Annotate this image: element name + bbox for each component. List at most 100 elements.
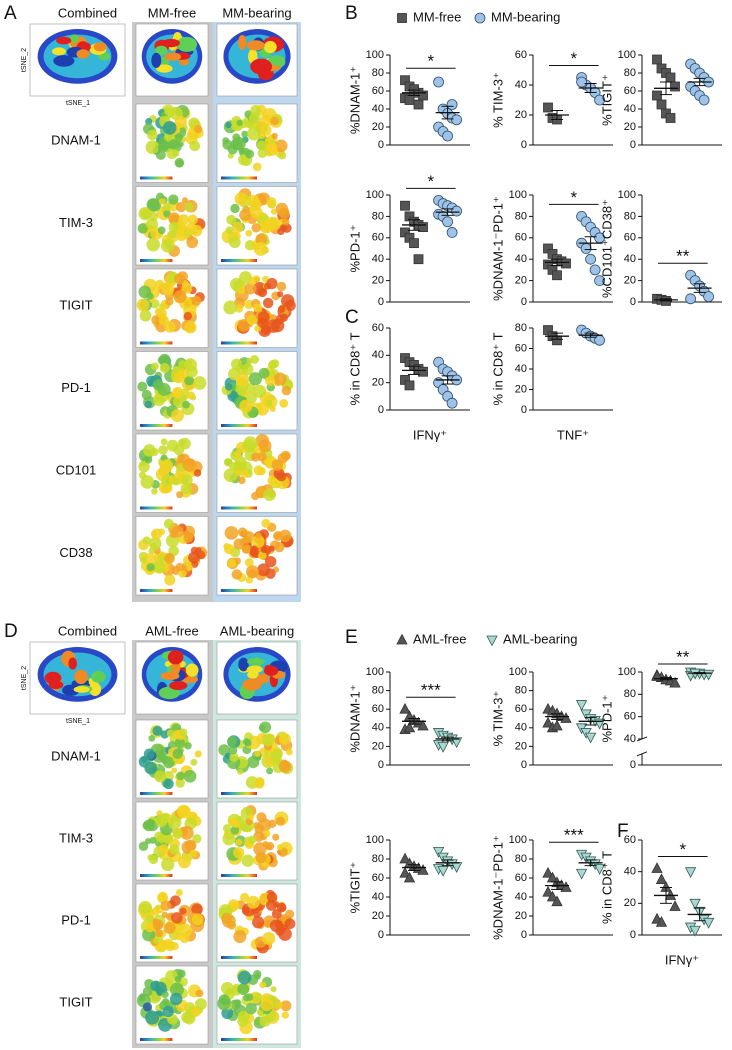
map-dot — [175, 889, 183, 896]
map-dot — [177, 855, 191, 869]
map-dot — [261, 733, 275, 747]
density-spot — [164, 52, 182, 61]
map-dot — [250, 206, 263, 219]
map-dot — [254, 778, 265, 789]
map-dot — [140, 556, 147, 564]
column-header: AML-free — [145, 623, 198, 638]
dot-plot: 0 20 40 60 80 % in CD8⁺ T TNF⁺ — [490, 322, 613, 442]
map-dot — [275, 202, 289, 216]
map-dot — [257, 451, 267, 462]
data-point — [669, 900, 681, 911]
map-dot — [241, 130, 249, 138]
data-point — [551, 719, 563, 731]
color-scale — [221, 874, 257, 877]
data-point — [561, 258, 571, 269]
panel-letter: C — [345, 307, 359, 328]
map-dot — [274, 532, 281, 540]
significance-label: * — [427, 52, 434, 71]
y-tick-label: 20 — [515, 740, 527, 752]
data-point — [404, 380, 415, 391]
y-tick-label: 20 — [515, 383, 527, 395]
map-dot — [160, 438, 168, 446]
column-header: Combined — [58, 5, 117, 20]
map-dot — [237, 970, 252, 985]
data-point — [702, 917, 715, 929]
y-tick-label: 100 — [366, 834, 384, 846]
map-dot — [275, 816, 285, 826]
density-spot — [44, 671, 62, 685]
map-dot — [154, 770, 166, 783]
y-tick-label: 100 — [618, 189, 636, 201]
map-dot — [156, 308, 167, 319]
data-point — [665, 113, 676, 123]
data-point — [546, 890, 559, 902]
map-dot — [161, 812, 170, 821]
y-tick-label: 20 — [624, 121, 636, 133]
map-dot — [186, 391, 195, 400]
marker-label: DNAM-1 — [51, 133, 101, 148]
panel-letter: E — [345, 627, 358, 648]
map-dot — [257, 148, 268, 158]
map-dot — [169, 982, 184, 997]
y-tick-label: 20 — [372, 740, 384, 752]
map-dot — [183, 358, 198, 372]
map-dot — [163, 778, 174, 790]
map-dot — [234, 192, 248, 206]
map-dot — [268, 360, 278, 370]
y-axis-label: %DNAM-1⁻PD-1⁺ — [490, 835, 505, 940]
color-scale — [140, 259, 173, 262]
significance-label: ** — [676, 247, 690, 266]
density-spot — [151, 52, 162, 68]
map-dot — [245, 1002, 257, 1015]
map-dot — [233, 847, 245, 859]
y-tick-label: 0 — [378, 404, 384, 416]
map-dot — [273, 372, 287, 386]
map-dot — [266, 767, 274, 775]
map-dot — [237, 527, 248, 537]
map-dot — [166, 729, 175, 738]
map-dot — [230, 825, 240, 835]
map-dot — [253, 303, 263, 313]
data-point — [403, 721, 416, 733]
legend-marker — [486, 635, 498, 647]
y-tick-label: 40 — [624, 103, 636, 115]
data-point — [580, 243, 592, 254]
y-tick-label: 0 — [378, 929, 384, 941]
map-dot — [257, 287, 268, 298]
map-dot — [281, 1011, 289, 1019]
data-point — [589, 264, 601, 276]
marker-map — [135, 268, 209, 348]
axis-break — [636, 751, 648, 757]
color-scale — [140, 792, 173, 795]
y-tick-label: 80 — [372, 853, 384, 865]
color-scale — [221, 176, 257, 180]
map-dot — [270, 314, 277, 321]
map-dot — [244, 282, 257, 295]
map-dot — [241, 545, 251, 554]
data-point — [664, 889, 677, 900]
y-tick-label: 100 — [509, 666, 527, 678]
y-tick-label: 80 — [515, 210, 527, 222]
density-spot — [53, 55, 75, 67]
map-dot — [279, 313, 288, 322]
y-axis-label: % TIM-3⁺ — [490, 691, 505, 747]
y-tick-label: 60 — [372, 322, 384, 334]
marker-map — [216, 719, 298, 799]
y-tick-label: 80 — [372, 685, 384, 697]
y-tick-label: 60 — [372, 85, 384, 97]
map-dot — [279, 904, 287, 912]
map-dot — [225, 226, 234, 235]
density-spot — [169, 681, 188, 691]
map-dot — [251, 534, 265, 549]
map-dot — [157, 143, 166, 152]
map-dot — [248, 813, 255, 821]
map-dot — [153, 937, 160, 945]
map-dot — [163, 921, 176, 935]
color-scale — [221, 341, 257, 345]
map-dot — [250, 545, 258, 554]
map-dot — [228, 461, 237, 470]
column-header: MM-bearing — [222, 5, 291, 20]
color-scale — [221, 1038, 257, 1041]
map-dot — [178, 438, 186, 447]
y-tick-label: 60 — [624, 232, 636, 244]
